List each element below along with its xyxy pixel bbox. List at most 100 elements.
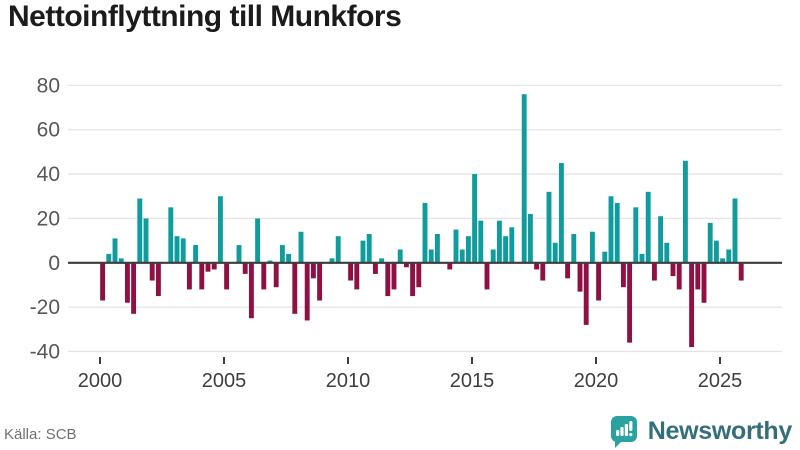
bar-2008-q4 bbox=[317, 262, 323, 301]
bar-2014-q1 bbox=[447, 262, 453, 270]
bar-2023-q4 bbox=[689, 262, 695, 348]
bar-2010-q3 bbox=[360, 240, 366, 263]
bar-2011-q2 bbox=[379, 258, 385, 263]
bar-2009-q2 bbox=[329, 258, 335, 263]
bar-2021-q1 bbox=[620, 262, 626, 288]
bar-2017-q3 bbox=[534, 262, 540, 270]
bar-2008-q3 bbox=[310, 262, 316, 279]
y-axis-label: -20 bbox=[30, 296, 60, 319]
bar-2006-q4 bbox=[267, 260, 273, 263]
bar-2016-q3 bbox=[509, 227, 515, 263]
bar-2013-q1 bbox=[422, 202, 428, 263]
bar-2017-q4 bbox=[540, 262, 546, 281]
bar-2006-q2 bbox=[255, 218, 261, 263]
bar-2004-q2 bbox=[205, 262, 211, 272]
bar-2007-q3 bbox=[286, 253, 292, 263]
chart-title: Nettoinflyttning till Munkfors bbox=[8, 0, 402, 33]
y-axis-label: 20 bbox=[37, 207, 60, 230]
bar-2005-q1 bbox=[224, 262, 230, 290]
bar-2025-q2 bbox=[726, 249, 732, 263]
bar-2010-q1 bbox=[348, 262, 354, 281]
bar-2016-q2 bbox=[503, 236, 509, 263]
bar-2022-q3 bbox=[658, 216, 664, 263]
bar-2019-q3 bbox=[583, 262, 589, 325]
source-note: Källa: SCB bbox=[4, 426, 77, 443]
bar-2024-q3 bbox=[707, 222, 713, 263]
bar-2013-q3 bbox=[434, 233, 440, 263]
bar-2017-q2 bbox=[527, 214, 533, 263]
bar-2019-q2 bbox=[577, 262, 583, 292]
bar-2015-q1 bbox=[472, 174, 478, 263]
x-axis-label: 2020 bbox=[574, 370, 619, 392]
bar-2001-q4 bbox=[143, 218, 149, 263]
bar-2016-q1 bbox=[496, 220, 502, 263]
x-axis-label: 2025 bbox=[698, 370, 743, 392]
bar-2003-q2 bbox=[180, 238, 186, 263]
bar-2011-q1 bbox=[372, 262, 378, 274]
bar-2008-q2 bbox=[304, 262, 310, 321]
bar-2018-q2 bbox=[552, 242, 558, 263]
bar-2010-q4 bbox=[366, 233, 372, 263]
bar-2012-q4 bbox=[416, 262, 422, 288]
y-axis-label: -40 bbox=[30, 341, 60, 364]
bar-2011-q4 bbox=[391, 262, 397, 290]
bar-2015-q4 bbox=[490, 249, 496, 263]
y-axis-label: 80 bbox=[37, 74, 60, 97]
bar-2019-q4 bbox=[589, 231, 595, 263]
bar-2003-q1 bbox=[174, 236, 180, 263]
bar-2023-q1 bbox=[670, 262, 676, 277]
bar-2025-q4 bbox=[738, 262, 744, 281]
bar-2021-q4 bbox=[639, 253, 645, 263]
bar-2023-q2 bbox=[676, 262, 682, 290]
bar-2017-q1 bbox=[521, 94, 527, 263]
bar-2006-q3 bbox=[261, 262, 267, 290]
brand-name: Newsworthy bbox=[647, 416, 793, 445]
bar-2015-q2 bbox=[478, 220, 484, 263]
bar-2010-q2 bbox=[354, 262, 360, 290]
bar-2014-q3 bbox=[459, 249, 465, 263]
bar-2001-q2 bbox=[131, 262, 137, 314]
bar-2018-q4 bbox=[565, 262, 571, 279]
bar-2025-q3 bbox=[732, 198, 738, 263]
bar-2007-q4 bbox=[292, 262, 298, 314]
bar-2007-q2 bbox=[279, 245, 285, 263]
bar-2014-q4 bbox=[465, 236, 471, 263]
bar-2000-q2 bbox=[106, 253, 112, 263]
bar-2024-q2 bbox=[701, 262, 707, 303]
x-axis-label: 2005 bbox=[202, 370, 247, 392]
bar-2015-q3 bbox=[484, 262, 490, 290]
bar-2018-q3 bbox=[558, 162, 564, 263]
bar-2025-q1 bbox=[720, 258, 726, 263]
bar-2009-q3 bbox=[335, 236, 341, 263]
bar-2021-q2 bbox=[627, 262, 633, 343]
bar-2022-q4 bbox=[664, 242, 670, 263]
bar-2001-q1 bbox=[124, 262, 130, 303]
bar-2012-q3 bbox=[410, 262, 416, 297]
bar-2004-q1 bbox=[199, 262, 205, 290]
bar-2020-q2 bbox=[602, 251, 608, 263]
bar-2023-q3 bbox=[682, 160, 688, 263]
y-axis-label: 0 bbox=[48, 252, 60, 275]
bar-2002-q4 bbox=[168, 207, 174, 263]
bar-2004-q3 bbox=[211, 262, 217, 270]
bar-2000-q1 bbox=[100, 262, 106, 301]
bar-2008-q1 bbox=[298, 231, 304, 263]
bar-2005-q4 bbox=[242, 262, 248, 274]
bar-2000-q3 bbox=[112, 238, 118, 263]
bar-2014-q2 bbox=[453, 229, 459, 263]
bar-2018-q1 bbox=[546, 191, 552, 263]
bar-2000-q4 bbox=[118, 258, 124, 263]
y-axis-label: 40 bbox=[37, 163, 60, 186]
bar-2001-q3 bbox=[137, 198, 143, 263]
newsworthy-logo-icon bbox=[610, 416, 637, 448]
bar-2002-q1 bbox=[149, 262, 155, 281]
bar-2022-q2 bbox=[651, 262, 657, 281]
bar-2003-q4 bbox=[193, 245, 199, 263]
bar-2006-q1 bbox=[248, 262, 254, 319]
bar-2024-q1 bbox=[695, 262, 701, 290]
bar-2011-q3 bbox=[385, 262, 391, 297]
bar-2012-q1 bbox=[397, 249, 403, 263]
x-axis-label: 2015 bbox=[450, 370, 495, 392]
